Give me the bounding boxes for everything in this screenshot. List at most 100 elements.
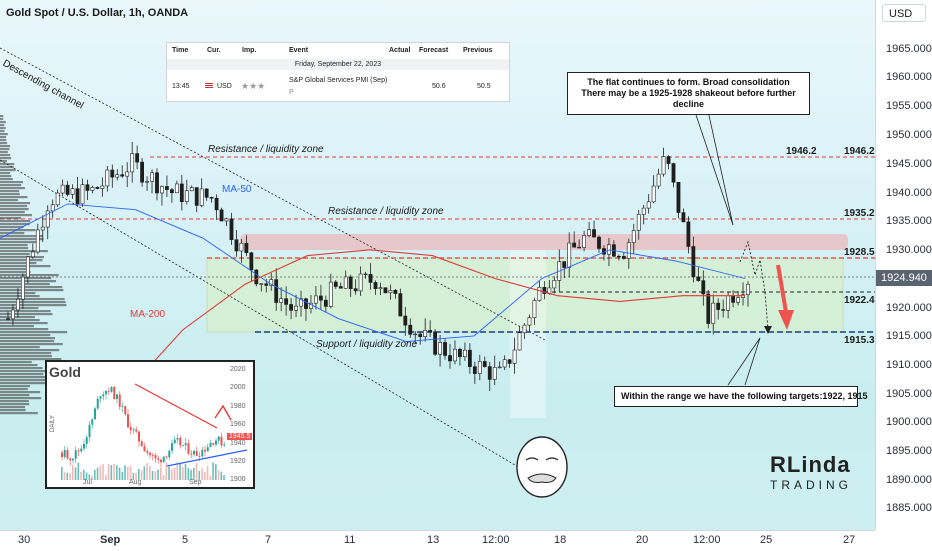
candle-body — [6, 318, 10, 320]
candle-body — [70, 188, 75, 195]
inset-candle-body — [94, 408, 96, 420]
level-label-1915: 1915.3 — [844, 335, 875, 346]
ma50-line — [0, 203, 746, 343]
candle-body — [403, 315, 408, 326]
candle-body — [304, 298, 308, 309]
volume-profile-bar — [0, 166, 14, 169]
candle-body — [105, 169, 110, 187]
inset-candle-body — [206, 447, 209, 452]
inset-daily-chart: Gold DAILY 2020 2000 1980 1960 1940 1920… — [45, 360, 255, 489]
inset-candle-body — [146, 451, 149, 453]
inset-candle-body — [154, 455, 157, 459]
inset-candle-body — [132, 429, 135, 431]
inset-candle-body — [212, 443, 215, 445]
candle-body — [567, 242, 572, 268]
inset-projection-arrow — [214, 404, 232, 421]
candle-body — [90, 187, 95, 191]
candle-body — [75, 188, 80, 205]
volume-profile — [0, 115, 68, 415]
price-tick: 1910.000 — [886, 359, 932, 371]
volume-profile-bar — [0, 163, 15, 166]
inset-candle-body — [198, 456, 201, 457]
price-axis[interactable] — [875, 0, 932, 530]
time-tick: 27 — [843, 534, 856, 546]
price-tick: 1895.000 — [886, 445, 932, 457]
volume-profile-bar — [0, 295, 40, 298]
candle-body — [582, 235, 587, 248]
ma50-label: MA-50 — [222, 184, 252, 195]
inset-volume-bar — [220, 471, 223, 480]
candle-body — [179, 183, 184, 202]
inset-candle-body — [173, 439, 176, 444]
inset-chart-svg — [61, 383, 248, 480]
current-price-tag: 1924.940 — [876, 270, 932, 286]
price-tick: 1945.000 — [886, 158, 932, 170]
inset-candle-body — [83, 443, 85, 449]
candle-body — [497, 366, 502, 369]
candle-body — [35, 229, 40, 253]
candle-body — [373, 282, 378, 290]
logo-main-text: RLinda — [770, 452, 851, 477]
inset-candle-body — [116, 394, 118, 400]
resistance-zone-band — [240, 234, 848, 250]
price-tick: 1905.000 — [886, 388, 932, 400]
candle-body — [676, 182, 681, 213]
candle-body — [294, 305, 298, 311]
inset-trend-line — [134, 383, 218, 429]
inset-candle-body — [143, 446, 146, 452]
inset-candle-body — [201, 449, 204, 457]
candle-body — [115, 174, 120, 178]
inset-y-tick: 1900 — [230, 476, 246, 483]
inset-candle-body — [113, 387, 116, 400]
cal-header-importance: Imp. — [242, 47, 257, 54]
inset-volume-bar — [85, 472, 88, 480]
inset-volume-bar — [151, 471, 154, 480]
candle-body — [368, 274, 373, 283]
meme-face-icon — [516, 436, 568, 498]
volume-profile-bar — [0, 157, 12, 160]
inset-volume-bar — [184, 464, 187, 480]
inset-candle-body — [165, 456, 168, 458]
candle-body — [686, 221, 691, 247]
candle-body — [458, 348, 462, 358]
inset-candle-body — [184, 443, 187, 446]
forecast-arrow-shaft — [776, 264, 788, 313]
inset-volume-bar — [118, 467, 121, 480]
time-axis[interactable] — [0, 530, 875, 551]
price-tick: 1935.000 — [886, 215, 932, 227]
inset-volume-bar — [135, 472, 137, 480]
currency-button[interactable]: USD — [882, 4, 926, 22]
candle-body — [453, 348, 457, 362]
volume-profile-bar — [0, 229, 36, 232]
inset-candle-body — [217, 436, 220, 441]
candle-body — [100, 185, 105, 189]
inset-volume-bar — [74, 467, 77, 480]
inset-candle-body — [162, 456, 165, 463]
price-tick: 1955.000 — [886, 100, 932, 112]
volume-profile-bar — [0, 178, 13, 181]
volume-profile-bar — [0, 121, 6, 124]
candle-body — [274, 279, 279, 303]
time-tick: 11 — [344, 534, 356, 546]
price-tick: 1920.000 — [886, 302, 932, 314]
inset-trend-line — [166, 449, 248, 467]
price-chart[interactable] — [0, 0, 875, 530]
ma200-label: MA-200 — [130, 309, 166, 320]
volume-profile-bar — [0, 145, 11, 148]
volume-profile-bar — [0, 379, 53, 382]
inset-x-tick: Sep — [189, 479, 202, 486]
cal-time: 13:45 — [172, 83, 190, 90]
candle-body — [25, 256, 30, 278]
inset-volume-bar — [124, 465, 126, 480]
volume-profile-bar — [0, 190, 20, 193]
volume-profile-bar — [0, 268, 29, 271]
inset-x-tick: Jul — [83, 479, 92, 486]
inset-candle-body — [160, 459, 162, 463]
volume-profile-bar — [0, 412, 38, 415]
resistance-label-upper: Resistance / liquidity zone — [208, 144, 324, 155]
note-bottom: Within the range we have the following t… — [614, 386, 867, 407]
volume-profile-bar — [0, 283, 50, 286]
inset-volume-bar — [107, 463, 110, 480]
candle-body — [661, 156, 666, 175]
